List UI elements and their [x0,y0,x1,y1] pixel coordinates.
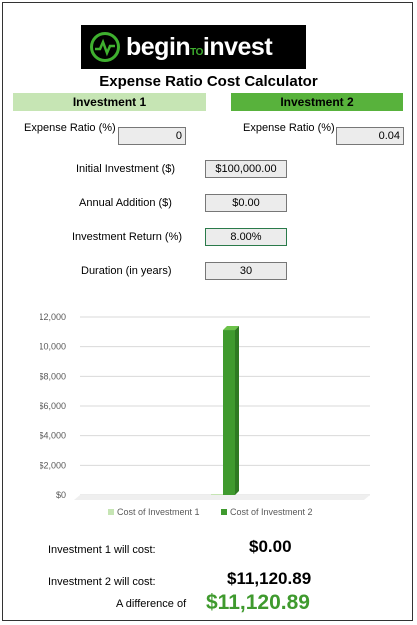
investment1-header: Investment 1 [13,93,206,111]
y-tick-label: $2,000 [40,460,66,470]
bar-investment-1 [211,494,223,495]
investment1-expense-ratio-label: Expense Ratio (%) [24,122,116,134]
cost-bar-chart: $0 $2,000 $4,000 $6,000 $8,000 $10,000 $12,000… [40,312,370,517]
chart-floor [74,495,370,500]
investment2-header: Investment 2 [231,93,403,111]
calculator-frame [2,2,413,621]
investment1-cost-label: Investment 1 will cost: [48,544,156,556]
duration-label: Duration (in years) [81,265,172,277]
y-tick-label: $6,000 [40,401,66,411]
y-tick-label: $12,000 [40,312,66,322]
legend-label-2: Cost of Investment 2 [230,507,313,517]
bar-investment-2-side [235,326,239,495]
y-tick-label: $10,000 [40,342,66,352]
annual-addition-label: Annual Addition ($) [79,197,172,209]
legend-swatch-1 [108,509,114,515]
duration-input[interactable]: 30 [205,262,287,280]
y-tick-label: $4,000 [40,431,66,441]
y-tick-label: $0 [56,490,66,500]
legend-swatch-2 [221,509,227,515]
difference-label: A difference of [116,598,187,610]
y-tick-label: $8,000 [40,371,66,381]
investment1-cost-value: $0.00 [249,537,292,556]
logo-wordmark: beginTOinvest [126,32,273,61]
investment-return-input[interactable]: 8.00% [205,228,287,246]
initial-investment-label: Initial Investment ($) [76,163,176,175]
legend-label-1: Cost of Investment 1 [117,507,200,517]
initial-investment-input[interactable]: $100,000.00 [205,160,287,178]
bar-investment-2 [223,330,235,495]
investment2-cost-value: $11,120.89 [227,569,312,588]
investment2-expense-ratio-label: Expense Ratio (%) [243,122,335,134]
chart-pulse-icon [90,32,120,62]
investment2-cost-label: Investment 2 will cost: [48,576,156,588]
investment-return-label: Investment Return (%) [72,231,183,243]
investment2-expense-ratio-input[interactable]: 0.04 [336,127,404,145]
investment1-expense-ratio-input[interactable]: 0 [118,127,186,145]
page-title: Expense Ratio Cost Calculator [99,73,318,90]
begintoinvest-logo: beginTOinvest [81,25,306,69]
bar-investment-2-top [223,326,239,331]
annual-addition-input[interactable]: $0.00 [205,194,287,212]
difference-value: $11,120.89 [206,591,310,614]
